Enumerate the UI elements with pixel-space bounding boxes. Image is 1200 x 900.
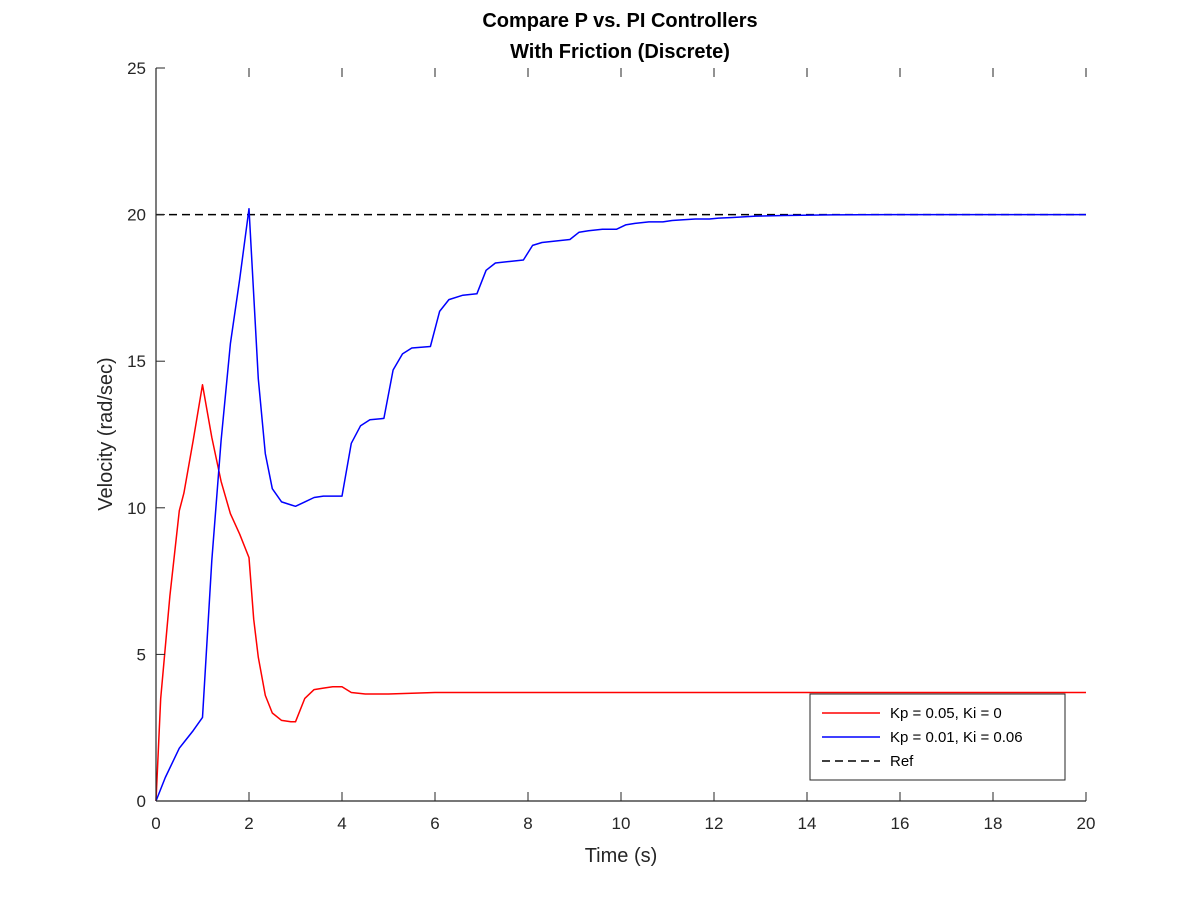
x-tick-label: 10 [612, 814, 631, 833]
legend-label-1: Kp = 0.01, Ki = 0.06 [890, 729, 1023, 746]
x-tick-label: 12 [705, 814, 724, 833]
x-tick-label: 4 [337, 814, 346, 833]
chart-title-line-2: With Friction (Discrete) [510, 41, 730, 63]
y-tick-label: 0 [137, 792, 146, 811]
x-tick-label: 18 [984, 814, 1003, 833]
chart-title-line-1: Compare P vs. PI Controllers [482, 10, 757, 32]
x-axis-label: Time (s) [585, 845, 658, 867]
y-tick-label: 15 [127, 352, 146, 371]
x-tick-label: 2 [244, 814, 253, 833]
x-tick-label: 6 [430, 814, 439, 833]
plot-area [155, 207, 1086, 802]
y-ticks: 0 5 10 15 20 25 [127, 59, 165, 811]
y-tick-label: 5 [137, 645, 146, 664]
axes [155, 68, 1086, 802]
legend-label-2: Ref [890, 753, 914, 770]
x-tick-label: 0 [151, 814, 160, 833]
y-tick-label: 25 [127, 59, 146, 78]
x-tick-label: 20 [1077, 814, 1096, 833]
series-line-1 [155, 207, 1086, 802]
x-tick-label: 8 [523, 814, 532, 833]
y-tick-label: 10 [127, 499, 146, 518]
x-ticks: 0 2 4 6 8 10 12 14 16 18 20 [151, 68, 1095, 833]
y-axis-label: Velocity (rad/sec) [95, 357, 117, 510]
legend-label-0: Kp = 0.05, Ki = 0 [890, 705, 1002, 722]
series-line-0 [155, 383, 1086, 802]
x-tick-label: 16 [891, 814, 910, 833]
legend: Kp = 0.05, Ki = 0 Kp = 0.01, Ki = 0.06 Ref [809, 693, 1066, 781]
x-tick-label: 14 [798, 814, 817, 833]
y-tick-label: 20 [127, 206, 146, 225]
